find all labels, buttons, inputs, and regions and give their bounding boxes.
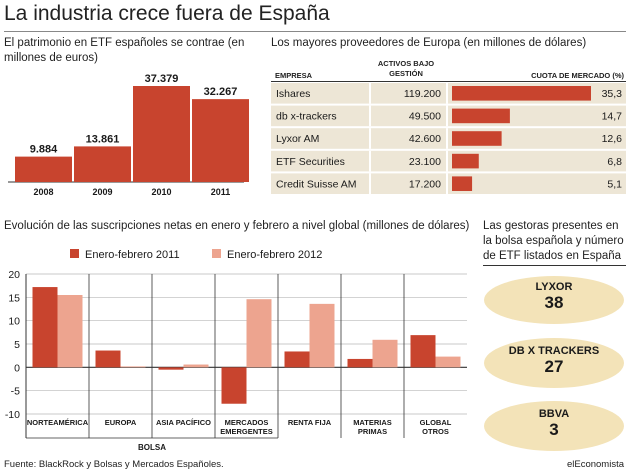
providers-table: Ishares 119.200 35,3 db x-trackers 49.500 14,… [271,83,626,194]
gestora-bbva: BBVA 3 [484,401,624,451]
table-row [271,150,626,172]
legend-swatch [212,249,221,258]
providers-title: Los mayores proveedores de Europa (en mi… [271,37,587,49]
cell-activos: 42.600 [409,133,441,145]
bar [221,367,247,404]
bar [410,335,436,368]
y-tick-label: 20 [8,269,20,281]
table-header-rule [271,81,626,82]
header-cuota: CUOTA DE MERCADO (%) [531,71,624,80]
bar [183,364,209,368]
suscripciones-title: Evolución de las suscripciones netas en … [4,220,470,232]
footer-brand: elEconomista [566,459,624,470]
x-category-label: MERCADOS [225,418,269,427]
bar [158,367,184,370]
bar [120,366,146,368]
x-category-label: ASIA PACÍFICO [156,418,211,427]
legend-label: Enero-febrero 2012 [227,249,322,261]
header-activos: ACTIVOS BAJO GESTIÓN [377,59,435,78]
table-row [271,105,626,127]
cell-activos: 23.100 [409,156,441,168]
cell-activos: 49.500 [409,111,441,123]
bar [284,351,310,368]
cell-cuota: 14,7 [602,111,623,123]
gestora-etf-count: 38 [544,293,564,312]
data-label: 32.267 [204,86,238,98]
header-empresa: EMPRESA [275,71,313,80]
x-tick-label: 2009 [92,187,112,197]
y-tick-label: 10 [8,316,20,328]
x-tick-label: 2008 [33,187,53,197]
main-title: La industria crece fuera de España [4,2,330,25]
gestora-etf-count: 3 [549,420,559,439]
bar [74,146,131,182]
cuota-bar [452,176,473,191]
table-row [271,128,626,149]
bar [95,350,121,368]
legend-label: Enero-febrero 2011 [85,249,180,261]
footer-source: Fuente: BlackRock y Bolsas y Mercados Es… [4,459,224,470]
x-category-label: EUROPA [105,418,137,427]
gestora-name: DB X TRACKERS [508,345,600,357]
title-divider [4,31,626,32]
suscripciones-chart: Enero-febrero 2011 Enero-febrero 2012 -10… [5,249,467,452]
cell-activos: 119.200 [404,88,441,100]
group-label-bolsa: BOLSA [138,443,166,452]
y-tick-label: 0 [14,362,20,374]
x-category-label: OTROS [422,427,449,436]
cell-cuota: 6,8 [607,156,622,168]
x-category-label: PRIMAS [358,427,387,436]
cell-cuota: 35,3 [602,88,623,100]
y-tick-label: 15 [8,292,20,304]
bar [435,356,461,368]
cuota-bar [452,153,479,169]
legend-swatch [70,249,79,258]
y-tick-label: -5 [11,386,20,398]
bar [32,287,58,368]
x-category-label: NORTEAMÉRICA [27,418,89,427]
cell-empresa: Lyxor AM [276,133,319,145]
patrimonio-chart: 9.884 2008 13.861 2009 37.379 2010 32.267 2011 [8,73,249,197]
y-tick-label: 5 [14,339,20,351]
gestoras-rule [483,265,626,266]
bar [309,303,335,368]
table-row [271,173,626,194]
data-label: 13.861 [86,133,120,145]
x-tick-label: 2011 [211,187,231,197]
gestora-lyxor: LYXOR 38 [484,276,624,324]
cuota-bar [452,108,510,124]
gestora-name: BBVA [538,408,570,420]
y-tick-label: -10 [5,409,20,421]
cell-cuota: 5,1 [607,178,622,190]
cell-cuota: 12,6 [602,133,623,145]
cell-empresa: db x-trackers [276,111,337,123]
cuota-bar [452,86,591,101]
bar [15,156,72,182]
bar [133,86,190,182]
data-label: 37.379 [145,73,179,85]
cell-empresa: ETF Securities [276,156,345,168]
patrimonio-chart-title: El patrimonio en ETF españoles se contra… [4,37,245,64]
x-category-label: MATERIAS [353,418,392,427]
bar [372,339,398,368]
bar [347,358,373,368]
gestoras-title: Las gestoras presentes en la bolsa españ… [483,220,624,262]
cell-empresa: Ishares [276,88,310,100]
data-label: 9.884 [30,144,58,156]
x-category-label: EMERGENTES [220,427,273,436]
cell-empresa: Credit Suisse AM [276,178,357,190]
cell-activos: 17.200 [409,178,441,190]
gestora-name: LYXOR [535,281,573,293]
cuota-bar [452,131,502,146]
x-tick-label: 2010 [151,187,171,197]
bar [57,295,83,368]
x-category-label: GLOBAL [420,418,452,427]
gestora-db-x-trackers: DB X TRACKERS 27 [484,338,624,388]
bar [246,299,272,368]
x-category-label: RENTA FIJA [288,418,332,427]
bar [192,99,249,182]
gestora-etf-count: 27 [544,357,564,376]
